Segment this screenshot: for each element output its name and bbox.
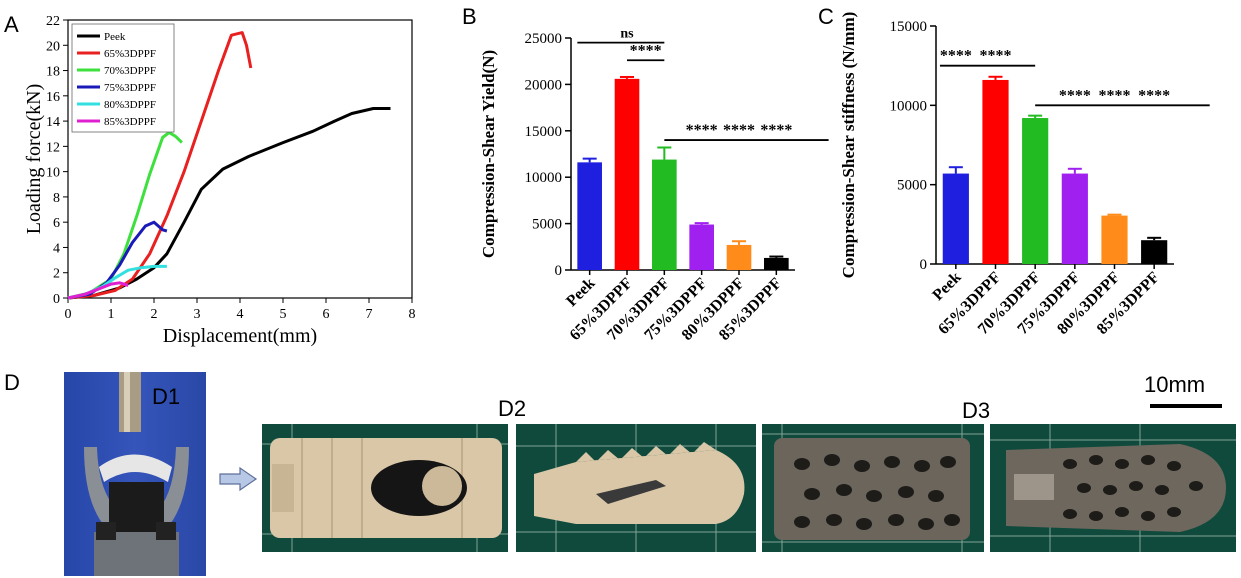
bar-4 — [1101, 215, 1128, 264]
sig-label-1-0: **** — [630, 42, 662, 59]
bar-0 — [942, 173, 969, 264]
photo-peek-cage-top — [262, 424, 508, 552]
photo-titanium-cage-side — [990, 424, 1236, 552]
y-tick-label: 5000 — [897, 178, 927, 194]
bar-3 — [689, 224, 714, 270]
x-tick-label: 3 — [194, 307, 201, 322]
series-line-1 — [67, 31, 253, 300]
x-tick-label: 4 — [237, 307, 244, 322]
legend-label-0: Peek — [104, 31, 126, 43]
x-tick-label: 2 — [151, 307, 158, 322]
sig-label-2-2: **** — [760, 122, 792, 139]
label-d2: D2 — [498, 396, 527, 421]
legend-label-5: 85%3DPPF — [104, 116, 156, 128]
legend-label-1: 65%3DPPF — [104, 48, 156, 60]
bar-2 — [652, 159, 677, 270]
y-tick-label: 12 — [46, 140, 60, 155]
bar-5 — [764, 257, 789, 270]
y-tick-label: 10000 — [525, 170, 563, 186]
bar-3 — [1061, 173, 1088, 264]
x-axis-label: Displacement(mm) — [163, 325, 317, 347]
sig-label-0-0: **** — [940, 48, 972, 65]
panel-letter-d: D — [4, 370, 20, 395]
series-line-3 — [67, 220, 168, 300]
panel-letter-b: B — [462, 4, 477, 29]
y-tick-label: 10000 — [890, 98, 928, 114]
photo-titanium-cage-top — [762, 424, 984, 552]
y-tick-label: 8 — [53, 191, 60, 206]
y-tick-label: 20000 — [525, 77, 563, 93]
panel-letter-a: A — [4, 12, 19, 37]
sig-label-0-0: ns — [620, 27, 634, 42]
y-tick-label: 16 — [46, 90, 60, 105]
photo-d1-test-fixture — [64, 372, 206, 576]
sig-label-2-0: **** — [686, 122, 718, 139]
y-axis-label: Loading force(kN) — [23, 84, 45, 235]
bar-2 — [1022, 118, 1049, 264]
x-tick-label: 6 — [323, 307, 330, 322]
legend-label-4: 80%3DPPF — [104, 99, 156, 111]
y-tick-label: 14 — [46, 115, 60, 130]
y-tick-label: 0 — [920, 257, 928, 273]
x-tick-label: 1 — [108, 307, 115, 322]
sig-label-1-1: **** — [1099, 87, 1131, 104]
arrow-icon — [219, 466, 258, 492]
photo-peek-cage-side — [516, 424, 756, 552]
chart-a-line: 0 1 2 3 4 5 6 7 80246810121416182022Displacement… — [23, 14, 416, 347]
bar-4 — [726, 244, 752, 270]
y-tick-label: 10 — [46, 166, 60, 181]
label-d3: D3 — [962, 398, 991, 423]
bar-0 — [577, 162, 602, 270]
x-tick-label: 8 — [409, 307, 416, 322]
label-d1: D1 — [152, 384, 181, 409]
scale-bar-label: 10mm — [1144, 372, 1206, 397]
chart-c-bar: 050001000015000Peek65%3DPPF70%3DPPF75%3D… — [839, 12, 1210, 338]
y-tick-label: 25000 — [525, 31, 563, 47]
panel-letter-c: C — [818, 4, 834, 29]
y-tick-label: 5000 — [532, 217, 562, 233]
sig-label-1-2: **** — [1138, 87, 1170, 104]
series-line-5 — [67, 281, 129, 300]
y-tick-label: 0 — [53, 292, 60, 307]
bar-1 — [614, 78, 640, 270]
y-tick-label: 0 — [555, 263, 563, 279]
scale-bar — [1150, 404, 1222, 408]
x-tick-label: 7 — [366, 307, 373, 322]
sig-label-2-1: **** — [723, 122, 755, 139]
y-tick-label: 15000 — [890, 19, 928, 35]
chart-b-bar: 0500010000150002000025000Peek65%3DPPF70%… — [479, 27, 829, 344]
y-tick-label: 2 — [53, 267, 60, 282]
y-axis-label: Compression-Shear Yield(N) — [479, 50, 498, 258]
y-axis-label: Compression-Shear stiffness (N/mm) — [839, 12, 858, 279]
x-tick-label: 5 — [280, 307, 287, 322]
y-tick-label: 20 — [46, 39, 60, 54]
y-tick-label: 18 — [46, 65, 60, 80]
y-tick-label: 22 — [46, 14, 60, 29]
sig-label-1-0: **** — [1059, 87, 1091, 104]
sig-label-0-1: **** — [980, 48, 1012, 65]
legend-label-3: 75%3DPPF — [104, 82, 156, 94]
legend-box — [71, 23, 175, 133]
bar-1 — [982, 79, 1009, 265]
x-tick-label: 0 — [65, 307, 72, 322]
legend-label-2: 70%3DPPF — [104, 65, 156, 77]
x-tick-label-0: Peek — [929, 269, 964, 304]
y-tick-label: 6 — [53, 216, 60, 231]
y-tick-label: 15000 — [525, 124, 563, 140]
y-tick-label: 4 — [53, 241, 60, 256]
bar-5 — [1141, 240, 1168, 264]
